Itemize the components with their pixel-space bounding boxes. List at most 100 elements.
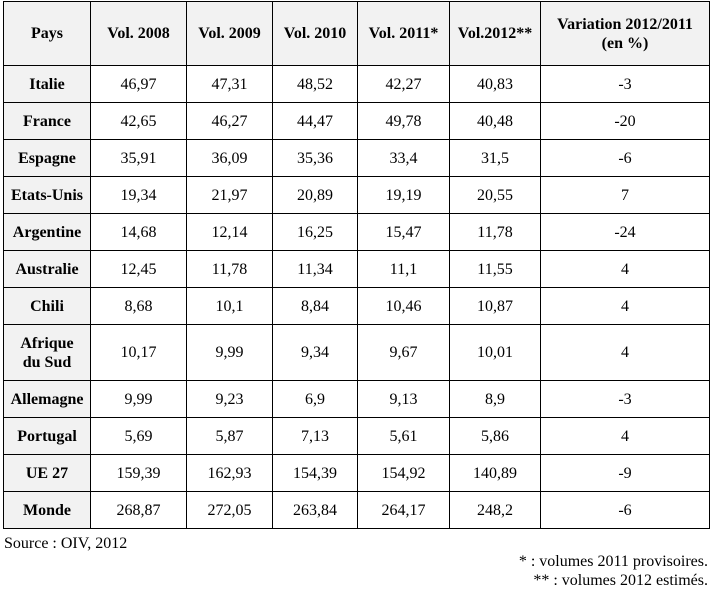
- value-cell: 10,46: [357, 287, 450, 325]
- source-note: Source : OIV, 2012: [4, 535, 128, 552]
- variation-cell: -20: [540, 102, 710, 140]
- value-cell: 42,27: [357, 65, 450, 103]
- value-cell: 49,78: [357, 102, 450, 140]
- value-cell: 159,39: [90, 454, 187, 492]
- value-cell: 8,84: [272, 287, 358, 325]
- variation-cell: -3: [540, 380, 710, 418]
- country-cell: Italie: [3, 65, 91, 103]
- value-cell: 10,17: [90, 324, 187, 381]
- footnotes: * : volumes 2011 provisoires. ** : volum…: [519, 552, 708, 590]
- value-cell: 21,97: [186, 176, 273, 214]
- value-cell: 11,34: [272, 250, 358, 288]
- header-vol-2010: Vol. 2010: [272, 1, 358, 66]
- country-cell: Allemagne: [3, 380, 91, 418]
- variation-cell: 4: [540, 324, 710, 381]
- value-cell: 248,2: [449, 491, 541, 529]
- value-cell: 44,47: [272, 102, 358, 140]
- value-cell: 46,27: [186, 102, 273, 140]
- value-cell: 8,9: [449, 380, 541, 418]
- value-cell: 9,34: [272, 324, 358, 381]
- variation-cell: 4: [540, 250, 710, 288]
- table-row: Espagne 35,91 36,09 35,36 33,4 31,5 -6: [3, 139, 710, 177]
- value-cell: 5,69: [90, 417, 187, 455]
- table-row: Chili 8,68 10,1 8,84 10,46 10,87 4: [3, 287, 710, 325]
- value-cell: 40,83: [449, 65, 541, 103]
- value-cell: 5,86: [449, 417, 541, 455]
- value-cell: 47,31: [186, 65, 273, 103]
- country-cell: France: [3, 102, 91, 140]
- table-row: France 42,65 46,27 44,47 49,78 40,48 -20: [3, 102, 710, 140]
- table-row: Argentine 14,68 12,14 16,25 15,47 11,78 …: [3, 213, 710, 251]
- value-cell: 15,47: [357, 213, 450, 251]
- value-cell: 6,9: [272, 380, 358, 418]
- variation-cell: -24: [540, 213, 710, 251]
- table-row: Etats-Unis 19,34 21,97 20,89 19,19 20,55…: [3, 176, 710, 214]
- table-row: Monde 268,87 272,05 263,84 264,17 248,2 …: [3, 491, 710, 529]
- value-cell: 48,52: [272, 65, 358, 103]
- country-line: du Sud: [22, 353, 72, 371]
- variation-cell: -6: [540, 491, 710, 529]
- country-cell: Espagne: [3, 139, 91, 177]
- variation-cell: 7: [540, 176, 710, 214]
- value-cell: 272,05: [186, 491, 273, 529]
- table-row: Australie 12,45 11,78 11,34 11,1 11,55 4: [3, 250, 710, 288]
- value-cell: 9,67: [357, 324, 450, 381]
- value-cell: 9,99: [186, 324, 273, 381]
- value-cell: 10,01: [449, 324, 541, 381]
- table-row: Afrique du Sud 10,17 9,99 9,34 9,67 10,0…: [3, 324, 710, 381]
- value-cell: 35,91: [90, 139, 187, 177]
- value-cell: 19,19: [357, 176, 450, 214]
- country-cell: Afrique du Sud: [3, 324, 91, 381]
- value-cell: 5,87: [186, 417, 273, 455]
- value-cell: 16,25: [272, 213, 358, 251]
- header-vol-2011: Vol. 2011*: [357, 1, 450, 66]
- value-cell: 46,97: [90, 65, 187, 103]
- value-cell: 11,1: [357, 250, 450, 288]
- country-cell: Monde: [3, 491, 91, 529]
- footnote-2012: ** : volumes 2012 estimés.: [533, 572, 708, 589]
- value-cell: 33,4: [357, 139, 450, 177]
- value-cell: 8,68: [90, 287, 187, 325]
- table-row: Allemagne 9,99 9,23 6,9 9,13 8,9 -3: [3, 380, 710, 418]
- country-cell: Chili: [3, 287, 91, 325]
- header-pays: Pays: [3, 1, 91, 66]
- country-cell: Etats-Unis: [3, 176, 91, 214]
- value-cell: 9,23: [186, 380, 273, 418]
- variation-cell: -3: [540, 65, 710, 103]
- value-cell: 154,39: [272, 454, 358, 492]
- header-variation-line2: (en %): [601, 34, 649, 52]
- value-cell: 36,09: [186, 139, 273, 177]
- value-cell: 11,78: [186, 250, 273, 288]
- value-cell: 7,13: [272, 417, 358, 455]
- footnote-2011: * : volumes 2011 provisoires.: [518, 553, 708, 570]
- country-cell: Australie: [3, 250, 91, 288]
- value-cell: 268,87: [90, 491, 187, 529]
- variation-cell: -9: [540, 454, 710, 492]
- value-cell: 31,5: [449, 139, 541, 177]
- header-vol-2008: Vol. 2008: [90, 1, 187, 66]
- value-cell: 20,55: [449, 176, 541, 214]
- variation-cell: -6: [540, 139, 710, 177]
- value-cell: 162,93: [186, 454, 273, 492]
- variation-cell: 4: [540, 287, 710, 325]
- value-cell: 12,45: [90, 250, 187, 288]
- value-cell: 20,89: [272, 176, 358, 214]
- value-cell: 10,87: [449, 287, 541, 325]
- value-cell: 12,14: [186, 213, 273, 251]
- value-cell: 263,84: [272, 491, 358, 529]
- value-cell: 9,13: [357, 380, 450, 418]
- country-cell: Argentine: [3, 213, 91, 251]
- value-cell: 14,68: [90, 213, 187, 251]
- table-row: Italie 46,97 47,31 48,52 42,27 40,83 -3: [3, 65, 710, 103]
- header-variation: Variation 2012/2011 (en %): [540, 1, 710, 66]
- value-cell: 9,99: [90, 380, 187, 418]
- value-cell: 5,61: [357, 417, 450, 455]
- value-cell: 35,36: [272, 139, 358, 177]
- value-cell: 10,1: [186, 287, 273, 325]
- value-cell: 19,34: [90, 176, 187, 214]
- header-vol-2012: Vol.2012**: [449, 1, 541, 66]
- country-cell: UE 27: [3, 454, 91, 492]
- value-cell: 140,89: [449, 454, 541, 492]
- table-row: Portugal 5,69 5,87 7,13 5,61 5,86 4: [3, 417, 710, 455]
- header-vol-2009: Vol. 2009: [186, 1, 273, 66]
